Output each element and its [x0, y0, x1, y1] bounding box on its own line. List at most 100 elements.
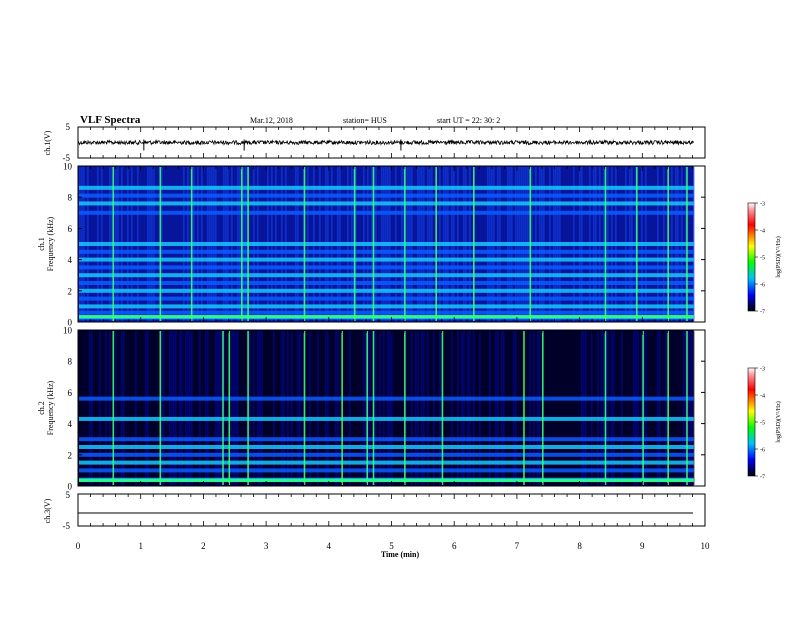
spectrogram-noise-column — [225, 331, 227, 485]
spectrogram-noise-column — [163, 331, 165, 485]
spectrogram-noise-column — [315, 331, 317, 485]
time-tick-label: 10 — [701, 541, 711, 551]
spectrogram-noise-column — [309, 331, 311, 485]
spectrogram-sferic-spike — [159, 331, 162, 485]
spectrogram-noise-column — [255, 331, 257, 485]
spectrogram-noise-column — [285, 331, 287, 485]
spectrogram-noise-column — [217, 331, 219, 485]
spectrogram-noise-column — [473, 331, 475, 485]
spectrogram-noise-column — [661, 331, 663, 485]
spectrogram-noise-column — [435, 331, 437, 485]
spectrogram-noise-column — [659, 331, 661, 485]
date-label: Mar.12, 2018 — [250, 116, 293, 125]
spectrogram-sferic-spike — [372, 167, 375, 321]
spectrogram-noise-column — [187, 331, 189, 485]
spectrogram-noise-column — [543, 331, 545, 485]
spectrogram-sferic-spike — [112, 167, 115, 321]
spectrogram-noise-column — [671, 331, 673, 485]
spectrogram-noise-column — [97, 331, 99, 485]
spectrogram-noise-column — [433, 331, 435, 485]
spectrogram-noise-column — [647, 331, 649, 485]
spectrogram-noise-column — [417, 331, 419, 485]
spectrogram-noise-column — [571, 331, 573, 485]
spectrogram-noise-column — [365, 331, 367, 485]
spectrogram-noise-column — [457, 331, 459, 485]
spectrogram-noise-column — [151, 331, 153, 485]
spectrogram-noise-column — [317, 331, 319, 485]
spectrogram-noise-column — [279, 331, 281, 485]
spectrogram-noise-column — [673, 331, 675, 485]
spectrogram-noise-column — [649, 331, 651, 485]
spectrogram-noise-column — [283, 331, 285, 485]
spectrogram-sferic-spike — [667, 331, 669, 485]
spectrogram-noise-column — [267, 331, 269, 485]
spectrogram-noise-column — [197, 331, 199, 485]
spectrogram-noise-column — [611, 331, 613, 485]
ch1-spectrogram-yticks: 0 2 4 6 8 10 — [63, 162, 705, 328]
time-tick-label: 1 — [138, 541, 143, 551]
spectrogram-sferic-spike — [159, 167, 162, 321]
spectrogram-noise-column — [135, 331, 137, 485]
spectrogram-sferic-spike — [190, 167, 193, 321]
spectrogram-noise-column — [497, 331, 499, 485]
spectrogram-ytick-label: 8 — [68, 357, 73, 367]
colorbar-tick-label: -6 — [760, 283, 765, 289]
spectrogram-noise-column — [631, 331, 633, 485]
spectrogram-noise-column — [693, 167, 695, 321]
spectrogram-noise-column — [641, 331, 643, 485]
spectrogram-sferic-spike — [686, 167, 688, 321]
colorbar-tick-label: -5 — [760, 421, 765, 427]
spectrogram-noise-column — [521, 331, 523, 485]
spectrogram-noise-column — [301, 331, 303, 485]
spectrogram-noise-column — [137, 331, 139, 485]
spectrogram-noise-column — [509, 331, 511, 485]
spectrogram-noise-column — [617, 331, 619, 485]
spectrogram-noise-column — [525, 331, 527, 485]
spectrogram-noise-column — [479, 331, 481, 485]
spectrogram-noise-column — [95, 331, 97, 485]
spectrogram-noise-column — [495, 331, 497, 485]
spectrogram-noise-column — [321, 331, 323, 485]
ch1-colorbar: -3 -4 -5 -6 -7 log(PSD)(V²/Hz) — [747, 202, 782, 316]
spectrogram-noise-column — [585, 331, 587, 485]
spectrogram-noise-column — [421, 331, 423, 485]
time-tick-label: 3 — [264, 541, 269, 551]
spectrogram-noise-column — [205, 331, 207, 485]
spectrogram-noise-column — [535, 331, 537, 485]
spectrogram-noise-column — [413, 331, 415, 485]
spectrogram-noise-column — [491, 331, 493, 485]
colorbar-tick-label: -7 — [760, 475, 765, 481]
ch1-spec-ylabel-ch: ch.1 — [37, 237, 46, 251]
spectrogram-noise-column — [557, 331, 559, 485]
spectrogram-frequency-band — [79, 257, 694, 262]
spectrogram-noise-column — [437, 331, 439, 485]
colorbar-tick-label: -4 — [760, 394, 765, 400]
spectrogram-noise-column — [199, 331, 201, 485]
colorbar-tick-label: -7 — [760, 310, 765, 316]
spectrogram-frequency-band — [79, 288, 694, 293]
spectrogram-frequency-band — [79, 452, 694, 457]
spectrogram-noise-column — [369, 331, 371, 485]
spectrogram-noise-column — [359, 331, 361, 485]
spectrogram-noise-column — [109, 331, 111, 485]
spectrogram-frequency-band — [79, 416, 694, 421]
ch1-colorbar-ticks: -3 -4 -5 -6 -7 — [755, 202, 765, 316]
spectrogram-noise-column — [465, 331, 467, 485]
spectrogram-noise-column — [645, 331, 647, 485]
spectrogram-noise-column — [635, 331, 637, 485]
spectrogram-noise-column — [529, 331, 531, 485]
spectrogram-noise-column — [621, 331, 623, 485]
spectrogram-noise-column — [461, 331, 463, 485]
spectrogram-noise-column — [111, 331, 113, 485]
spectrogram-noise-column — [577, 331, 579, 485]
spectrogram-noise-column — [625, 331, 627, 485]
spectrogram-ytick-label: 2 — [68, 286, 73, 296]
spectrogram-noise-column — [405, 331, 407, 485]
colorbar-tick-label: -4 — [760, 229, 765, 235]
spectrogram-noise-column — [357, 331, 359, 485]
spectrogram-noise-column — [161, 331, 163, 485]
ch1-spectrogram-image — [78, 166, 695, 322]
ch2-spec-ylabel-freq: Frequency (kHz) — [46, 380, 55, 435]
time-axis-label: Time (min) — [381, 550, 420, 559]
spectrogram-noise-column — [295, 331, 297, 485]
